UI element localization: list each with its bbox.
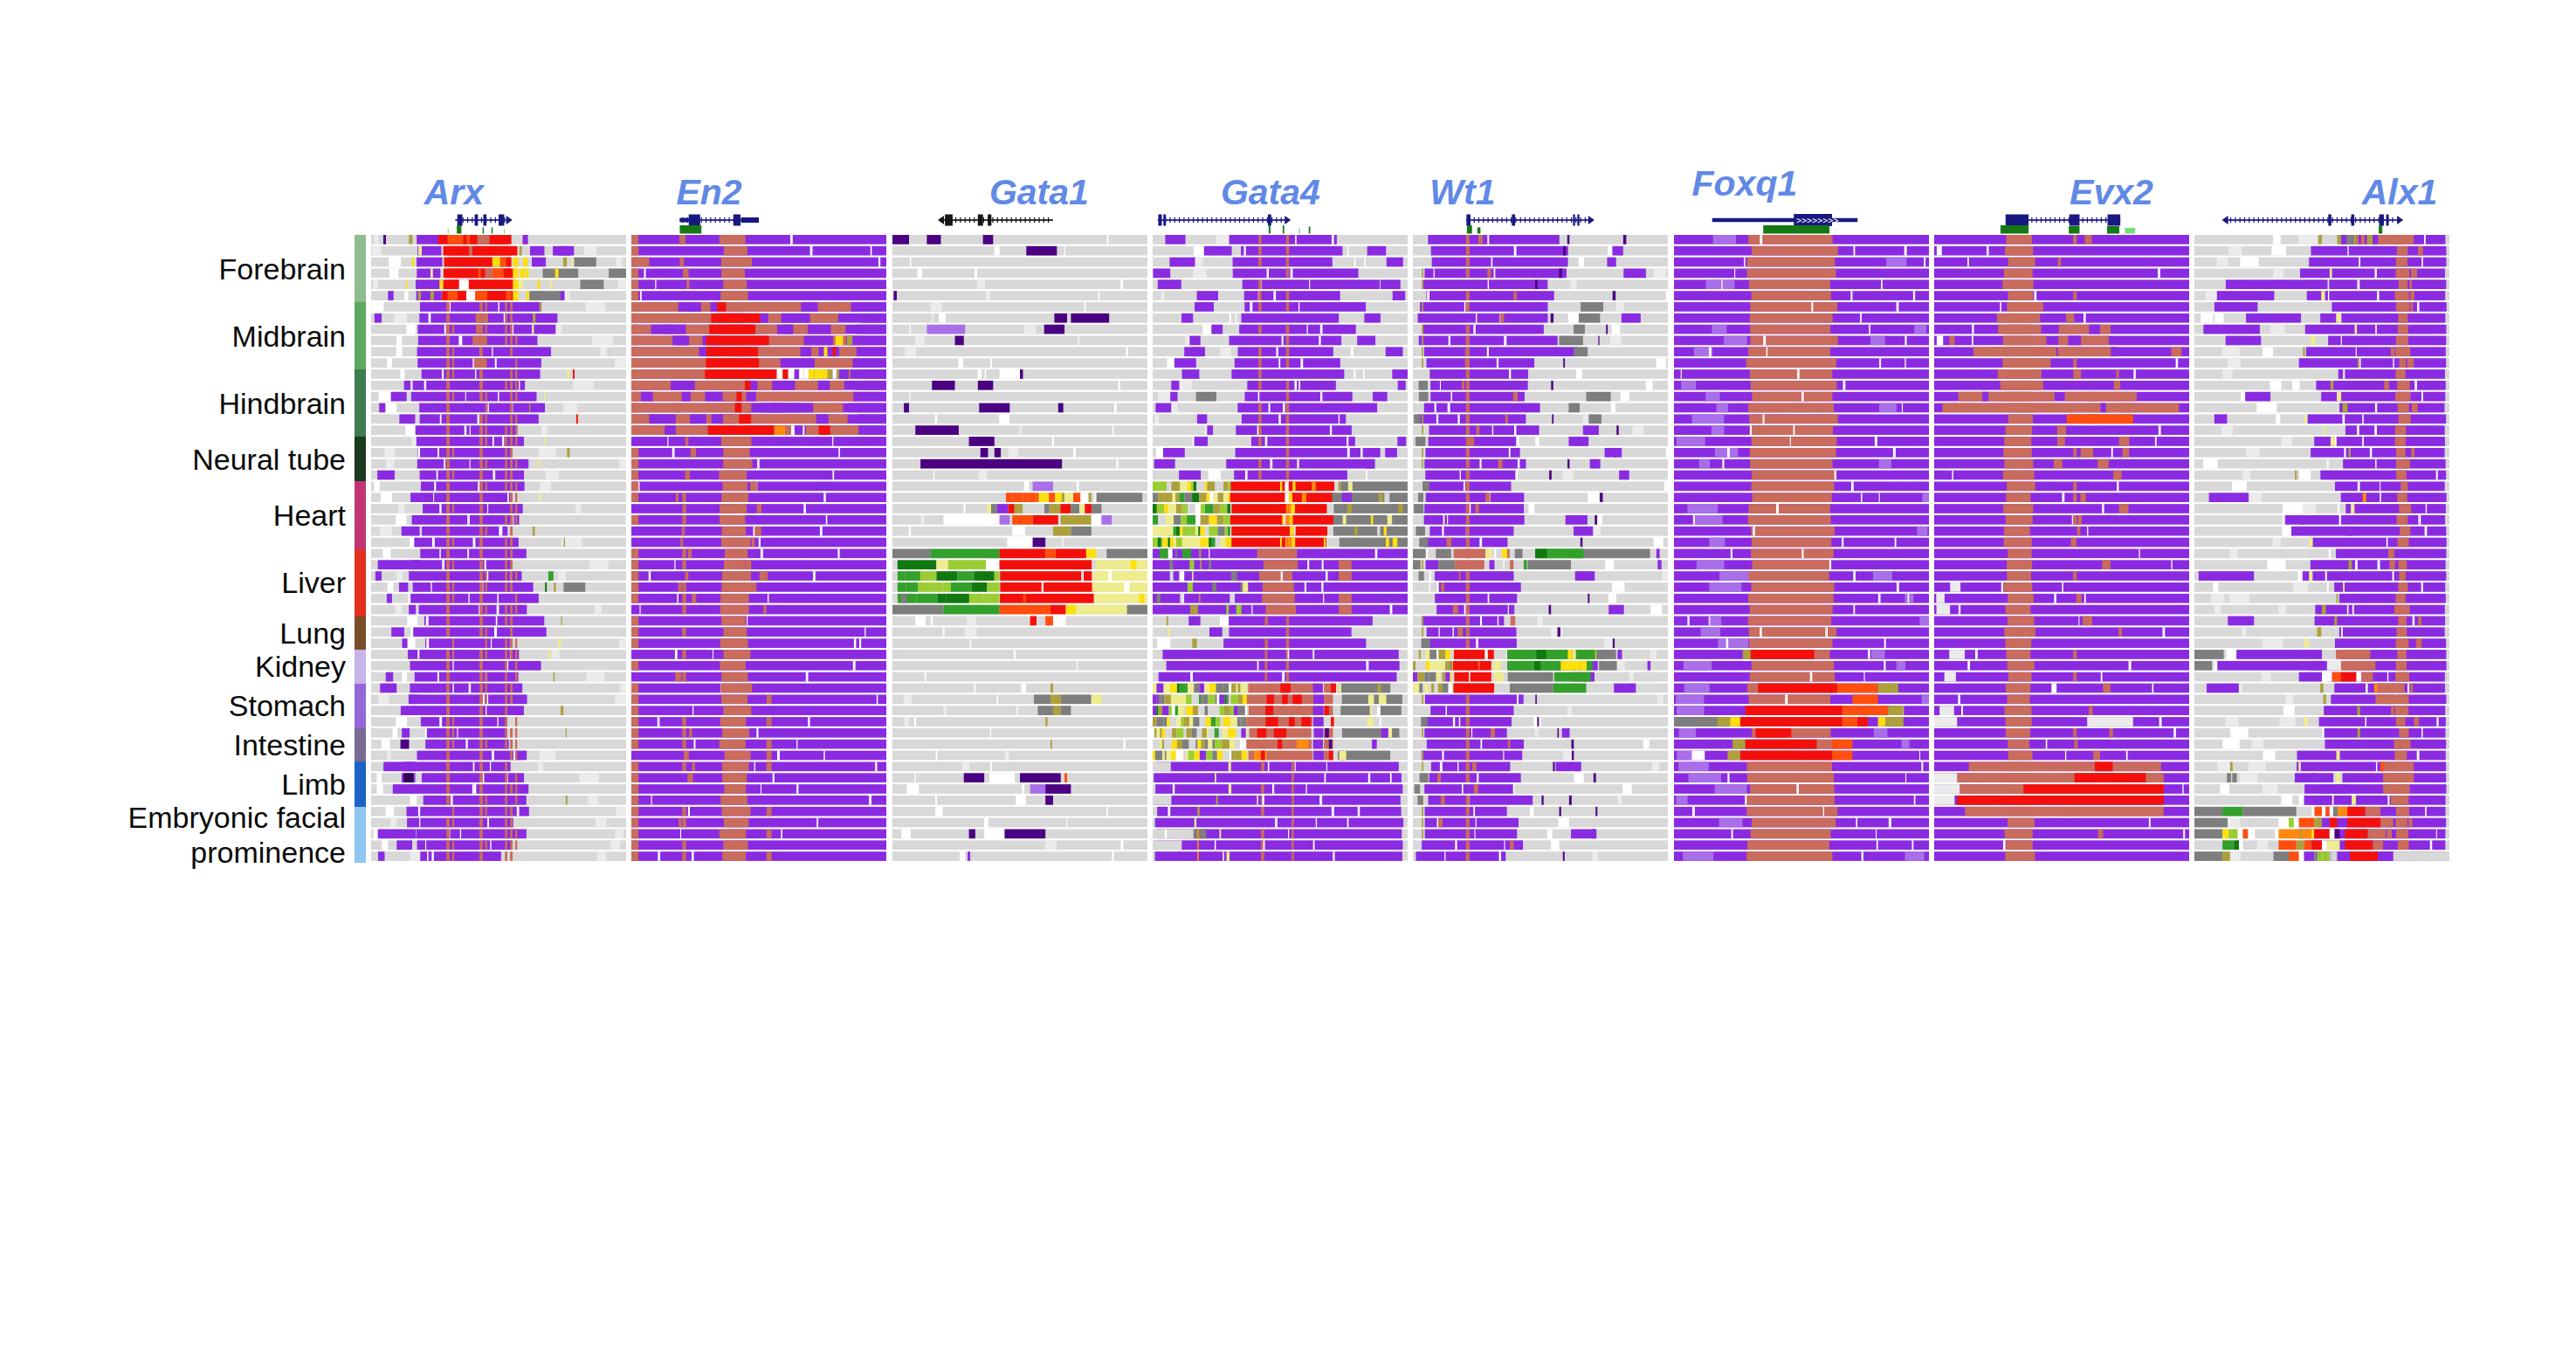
tissue-label-limb: Limb	[0, 767, 346, 802]
tissue-label-hindbrain: Hindbrain	[0, 386, 346, 421]
heatmap-gata4	[1153, 235, 1408, 865]
gene-panel-foxq1: Foxq1 >>>>>>>>	[1674, 0, 1929, 873]
svg-text:>>>>>>>>: >>>>>>>>	[1796, 216, 1838, 225]
gene-model-gata4	[1153, 210, 1408, 234]
tissue-color-strip-heart	[355, 481, 366, 548]
tissue-label-intestine: Intestine	[0, 727, 346, 762]
tissue-label-heart: Heart	[0, 498, 346, 533]
tissue-label-lung: Lung	[0, 616, 346, 651]
heatmap-gata1	[892, 235, 1147, 865]
chromatin-state-figure: Forebrain Midbrain Hindbrain Neural tube Hea…	[0, 0, 2576, 1371]
tissue-color-strip-limb	[355, 761, 366, 806]
gene-label-gata4: Gata4	[1221, 172, 1320, 213]
gene-label-alx1: Alx1	[2362, 172, 2438, 213]
heatmap-alx1	[2194, 235, 2449, 865]
gene-label-en2: En2	[676, 172, 741, 213]
tissue-label-midbrain: Midbrain	[0, 319, 346, 354]
tissue-color-strip-embryonic-facial-prominence	[355, 807, 366, 863]
gene-panel-en2: En2	[631, 0, 886, 873]
gene-label-wt1: Wt1	[1429, 172, 1495, 213]
tissue-color-strip-forebrain	[355, 235, 366, 302]
gene-panel-arx: Arx	[371, 0, 626, 873]
tissue-label-stomach: Stomach	[0, 688, 346, 723]
gene-model-gata1	[892, 210, 1147, 234]
gene-model-foxq1: >>>>>>>>	[1674, 210, 1929, 234]
tissue-color-strip-stomach	[355, 684, 366, 728]
tissue-color-strip-midbrain	[355, 302, 366, 369]
heatmap-en2	[631, 235, 886, 865]
gene-model-wt1	[1413, 210, 1668, 234]
gene-panel-gata4: Gata4	[1153, 0, 1408, 873]
heatmap-evx2	[1934, 235, 2189, 865]
tissue-color-strip-neural-tube	[355, 437, 366, 481]
tissue-color-strip-liver	[355, 549, 366, 617]
gene-model-alx1	[2194, 210, 2449, 234]
heatmap-arx	[371, 235, 626, 865]
tissue-color-strip-lung	[355, 617, 366, 651]
heatmap-wt1	[1413, 235, 1668, 865]
gene-model-arx	[371, 210, 626, 234]
gene-panel-gata1: Gata1	[892, 0, 1147, 873]
heatmap-foxq1	[1674, 235, 1929, 865]
gene-model-evx2	[1934, 210, 2189, 234]
gene-label-evx2: Evx2	[2070, 172, 2153, 213]
tissue-color-strip-hindbrain	[355, 369, 366, 437]
tissue-label-neural-tube: Neural tube	[0, 442, 346, 477]
gene-label-gata1: Gata1	[989, 172, 1089, 213]
tissue-color-strip-intestine	[355, 728, 366, 762]
gene-label-arx: Arx	[424, 172, 484, 213]
tissue-label-embryonic-facial-prominence: Embryonic facialprominence	[0, 800, 346, 870]
gene-panel-wt1: Wt1	[1413, 0, 1668, 873]
tissue-label-forebrain: Forebrain	[0, 251, 346, 286]
gene-panel-alx1: Alx1	[2194, 0, 2449, 873]
gene-panel-evx2: Evx2	[1934, 0, 2189, 873]
gene-label-foxq1: Foxq1	[1692, 163, 1798, 204]
tissue-label-liver: Liver	[0, 565, 346, 600]
tissue-color-strip-kidney	[355, 650, 366, 684]
tissue-label-kidney: Kidney	[0, 649, 346, 684]
gene-model-en2	[631, 210, 886, 234]
